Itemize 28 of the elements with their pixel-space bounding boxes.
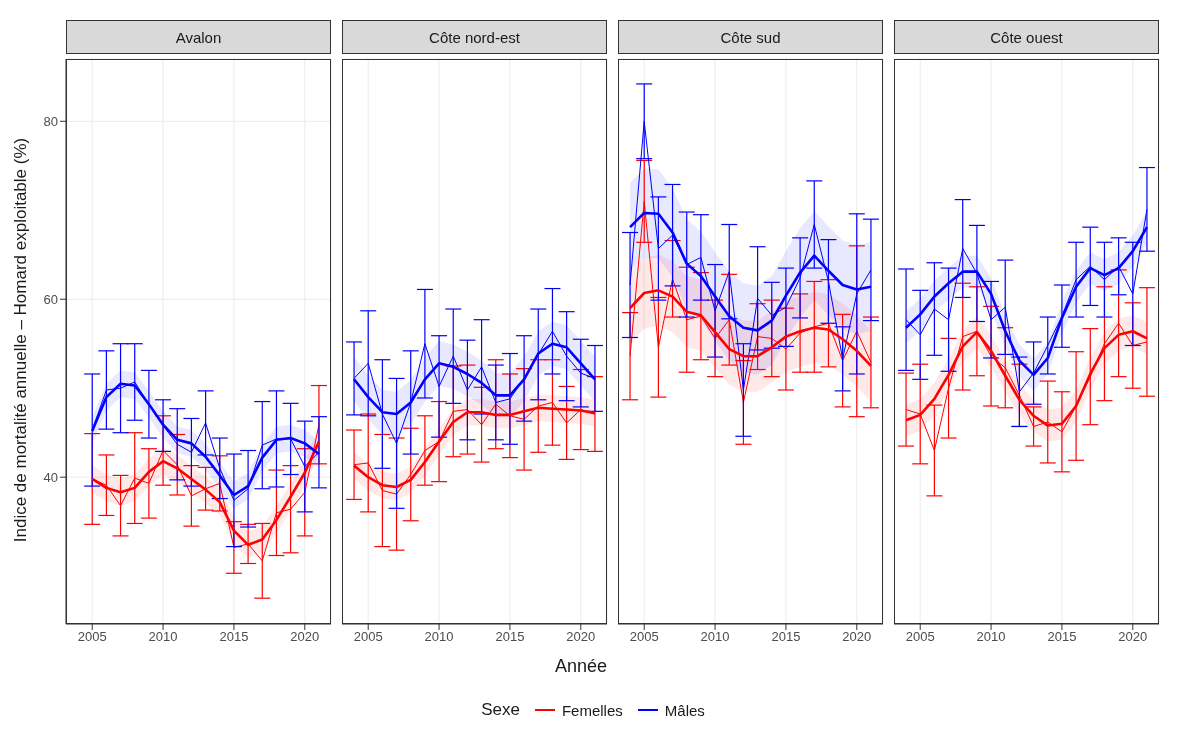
x-tick-label: 2020: [290, 629, 320, 645]
y-tick-label: 40: [43, 469, 58, 485]
y-tick-label: 60: [43, 291, 58, 307]
chart-title: Avalon: [66, 20, 331, 54]
x-axis-title: Année: [553, 656, 607, 677]
x-tick-label: 2005: [905, 629, 935, 645]
x-tick-label: 2005: [353, 629, 383, 645]
legend-label: Mâles: [664, 701, 705, 719]
x-tick-label: 2010: [148, 629, 178, 645]
legend-title: Sexe: [481, 700, 520, 720]
x-tick-label: 2005: [77, 629, 107, 645]
x-tick-label: 2015: [771, 629, 801, 645]
x-tick-label: 2020: [566, 629, 596, 645]
x-tick-label: 2010: [700, 629, 730, 645]
x-tick-label: 2015: [495, 629, 525, 645]
x-tick-label: 2020: [842, 629, 872, 645]
y-tick-label: 80: [43, 113, 58, 129]
y-axis-title: Indice de mortalité annuelle – Homard exploitable (%): [11, 137, 31, 542]
chart-title: Côte sud: [618, 20, 883, 54]
x-tick-label: 2010: [424, 629, 454, 645]
x-tick-label: 2015: [1047, 629, 1077, 645]
legend-label: Femelles: [561, 701, 623, 719]
x-tick-label: 2010: [976, 629, 1006, 645]
chart-title: Côte nord-est: [342, 20, 607, 54]
chart-title: Côte ouest: [894, 20, 1159, 54]
x-tick-label: 2020: [1118, 629, 1148, 645]
x-tick-label: 2015: [219, 629, 249, 645]
x-tick-label: 2005: [629, 629, 659, 645]
